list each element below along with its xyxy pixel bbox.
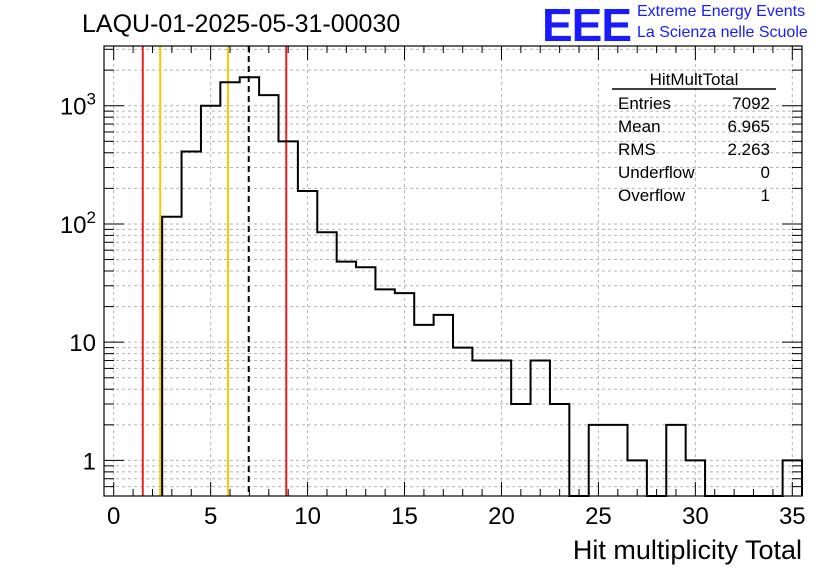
x-tick-label: 20: [488, 503, 515, 530]
stats-value: 0: [761, 163, 770, 182]
histogram-bin: [492, 360, 511, 496]
histogram-bin: [259, 95, 278, 496]
stats-value: 6.965: [727, 117, 770, 136]
stats-title: HitMultTotal: [650, 70, 739, 89]
histogram-bin: [414, 325, 433, 496]
histogram-bin: [608, 425, 627, 496]
histogram-bin: [550, 404, 569, 496]
histogram-bin: [511, 404, 530, 496]
stats-label: RMS: [618, 140, 656, 159]
histogram: [161, 76, 803, 497]
histogram-bin: [201, 106, 220, 496]
histogram-bin: [375, 289, 394, 496]
stats-label: Mean: [618, 117, 661, 136]
histogram-bin: [666, 425, 685, 496]
y-tick-label: 1: [83, 448, 96, 475]
stats-label: Entries: [618, 94, 671, 113]
y-tick-label: 102: [60, 208, 96, 239]
y-tick-label: 103: [60, 90, 96, 121]
histogram-bin: [162, 217, 181, 496]
histogram-bin: [240, 77, 259, 496]
vertical-markers: [141, 46, 288, 496]
run-title: LAQU-01-2025-05-31-00030: [82, 10, 401, 38]
logo-subtitle-line2: La Scienza nelle Scuole: [637, 24, 808, 41]
histogram-outline: [161, 76, 803, 497]
histogram-bin: [337, 262, 356, 496]
histogram-bin: [395, 293, 414, 496]
histogram-bin: [317, 232, 336, 496]
x-tick-label: 30: [682, 503, 709, 530]
x-tick-label: 10: [294, 503, 321, 530]
histogram-bin: [279, 141, 298, 496]
x-tick-label: 15: [391, 503, 418, 530]
histogram-bin: [434, 315, 453, 496]
stats-label: Overflow: [618, 186, 686, 205]
histogram-bin: [531, 360, 550, 496]
logo-subtitle-line1: Extreme Energy Events: [637, 3, 806, 20]
histogram-bin: [453, 348, 472, 496]
y-tick-label: 10: [69, 330, 96, 357]
x-axis-label: Hit multiplicity Total: [573, 535, 802, 565]
eee-logo: EEE: [542, 0, 632, 51]
stats-value: 7092: [732, 94, 770, 113]
stats-box: HitMultTotal Entries 7092 Mean 6.965 RMS 2.263…: [612, 70, 776, 205]
stats-label: Underflow: [618, 163, 695, 182]
histogram-bin: [356, 267, 375, 496]
x-tick-label: 5: [204, 503, 217, 530]
grid: [104, 46, 802, 496]
histogram-bin: [298, 191, 317, 496]
stats-value: 2.263: [727, 140, 770, 159]
histogram-bin: [182, 152, 201, 496]
x-tick-label: 25: [585, 503, 612, 530]
histogram-bin: [472, 360, 491, 496]
stats-value: 1: [761, 186, 770, 205]
x-tick-label: 0: [107, 503, 120, 530]
x-tick-label: 35: [779, 503, 806, 530]
histogram-bin: [220, 82, 239, 496]
